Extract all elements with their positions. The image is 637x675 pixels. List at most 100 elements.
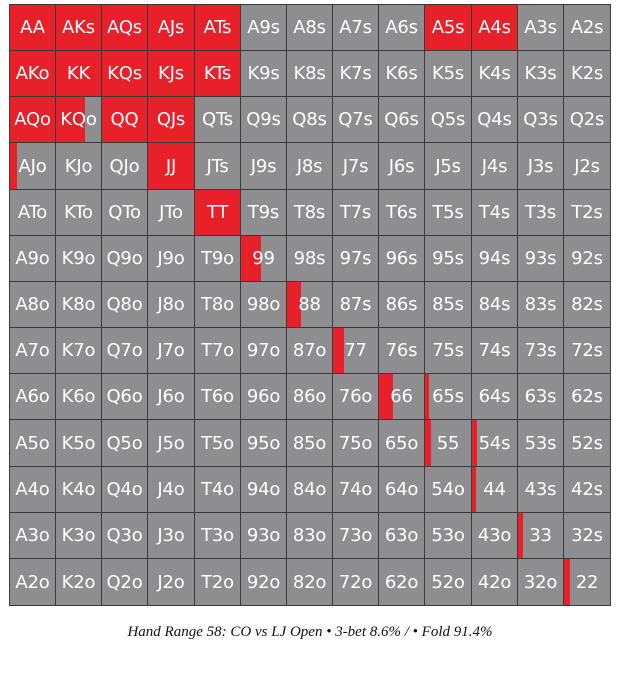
hand-label: 65s [432, 386, 464, 407]
hand-label: 63o [384, 525, 419, 546]
hand-cell: 44 [472, 467, 518, 513]
hand-label: Q2o [106, 571, 143, 593]
hand-label: AA [20, 17, 45, 38]
hand-cell: Q8o [102, 282, 148, 328]
raise-frequency-bar [102, 5, 147, 50]
hand-cell: 64o [379, 467, 425, 513]
hand-cell: 73s [518, 328, 564, 374]
hand-label: A8o [15, 294, 50, 315]
hand-cell: K9o [56, 236, 102, 282]
hand-label: 64s [478, 386, 511, 407]
hand-cell: 87s [333, 282, 379, 328]
hand-label: 83s [524, 294, 557, 315]
hand-label: T2o [201, 571, 234, 593]
hand-label: T9s [247, 202, 280, 223]
hand-cell: KQs [102, 51, 148, 97]
hand-label: 62o [384, 571, 419, 593]
hand-label: J7o [157, 340, 185, 361]
hand-label: 97o [246, 340, 281, 361]
hand-cell: A7o [10, 328, 56, 374]
hand-cell: A8o [10, 282, 56, 328]
hand-label: J5o [157, 432, 185, 454]
hand-label: 84s [478, 294, 511, 315]
hand-label: 98o [246, 294, 281, 315]
hand-label: Q7o [106, 340, 143, 361]
hand-label: K9o [61, 248, 96, 269]
hand-label: 85s [432, 294, 464, 315]
hand-label: A5o [15, 432, 50, 454]
hand-label: 93o [246, 525, 281, 546]
hand-cell: T6s [379, 190, 425, 236]
hand-label: A2o [15, 571, 50, 593]
hand-label: J2s [574, 155, 600, 177]
raise-frequency-bar [425, 374, 429, 419]
hand-cell: A5o [10, 420, 56, 467]
hand-cell: Q6o [102, 374, 148, 420]
hand-label: 42o [477, 571, 512, 593]
hand-cell: 54s [472, 420, 518, 467]
hand-cell: 55 [425, 420, 472, 467]
hand-label: 64o [384, 479, 419, 500]
hand-label: TT [206, 202, 229, 223]
hand-cell: KQo [56, 97, 102, 143]
raise-frequency-bar [472, 467, 476, 512]
hand-label: 97s [339, 248, 372, 269]
hand-cell: A9s [241, 5, 287, 51]
hand-cell: 94s [472, 236, 518, 282]
hand-cell: J7o [148, 328, 195, 374]
raise-frequency-bar [287, 282, 301, 327]
hand-label: T5s [432, 202, 464, 223]
hand-label: 87o [292, 340, 327, 361]
hand-label: K5s [431, 63, 465, 84]
hand-label: J5s [435, 155, 461, 177]
hand-cell: 98o [241, 282, 287, 328]
raise-frequency-bar [10, 51, 55, 96]
hand-label: 62s [571, 386, 603, 407]
hand-label: 95o [246, 432, 281, 454]
hand-cell: TT [195, 190, 241, 236]
hand-cell: AQo [10, 97, 56, 143]
hand-cell: J5o [148, 420, 195, 467]
hand-label: KK [66, 63, 91, 84]
hand-cell: T2o [195, 559, 241, 605]
hand-label: A9o [15, 248, 50, 269]
raise-frequency-bar [10, 97, 55, 142]
hand-label: KQs [107, 63, 142, 84]
hand-cell: 33 [518, 513, 564, 559]
hand-label: Q5o [106, 432, 143, 454]
hand-label: Q5s [430, 109, 466, 130]
hand-label: J2o [157, 571, 185, 593]
hand-cell: 42s [564, 467, 610, 513]
hand-cell: 85s [425, 282, 472, 328]
hand-label: QJs [156, 109, 186, 130]
hand-cell: 97s [333, 236, 379, 282]
hand-label: K3s [524, 63, 557, 84]
hand-cell: 63s [518, 374, 564, 420]
hand-label: Q6o [106, 386, 143, 407]
hand-label: A2s [570, 17, 604, 38]
hand-label: JTo [159, 202, 183, 223]
hand-label: 65o [384, 432, 419, 454]
hand-cell: 86o [287, 374, 333, 420]
hand-label: 54s [478, 432, 511, 454]
raise-frequency-bar [195, 190, 240, 235]
hand-cell: 62s [564, 374, 610, 420]
hand-cell: ATs [195, 5, 241, 51]
hand-cell: T7o [195, 328, 241, 374]
hand-cell: Q9o [102, 236, 148, 282]
hand-label: J3s [527, 155, 554, 177]
hand-cell: 76o [333, 374, 379, 420]
hand-cell: A3o [10, 513, 56, 559]
hand-cell: 43s [518, 467, 564, 513]
hand-label: Q9s [246, 109, 281, 130]
hand-cell: J7s [333, 143, 379, 190]
hand-label: A6s [385, 17, 418, 38]
hand-label: J8s [296, 155, 323, 177]
hand-label: 66 [390, 386, 413, 407]
hand-label: 73o [338, 525, 373, 546]
hand-cell: JTo [148, 190, 195, 236]
hand-cell: 93s [518, 236, 564, 282]
hand-label: 83o [292, 525, 327, 546]
hand-label: T6s [385, 202, 418, 223]
raise-frequency-bar [148, 51, 194, 96]
